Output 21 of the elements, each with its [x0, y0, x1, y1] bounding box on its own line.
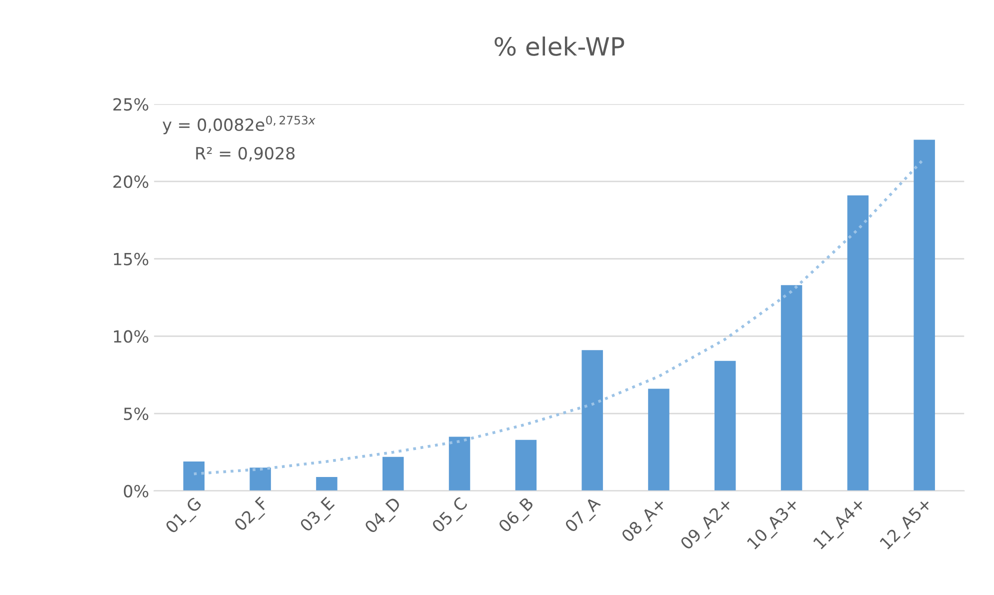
bar	[648, 388, 670, 491]
bar	[515, 440, 537, 491]
chart-title: % elek-WP	[494, 36, 624, 56]
bar	[780, 285, 802, 491]
bar	[382, 456, 404, 491]
bar	[714, 360, 736, 491]
y-tick-label: 15%	[114, 252, 148, 266]
bar	[250, 468, 271, 491]
bar	[847, 195, 869, 491]
annotation: R² = 0,9028	[196, 146, 295, 162]
bar	[183, 461, 205, 491]
bar	[914, 140, 935, 491]
annotation: y = 0,0082e$^{0,2753x}$	[162, 116, 316, 134]
bar	[582, 350, 603, 491]
y-tick-label: 5%	[124, 407, 148, 420]
y-tick-label: 20%	[113, 175, 148, 188]
bar	[316, 476, 338, 491]
y-tick-label: 25%	[113, 98, 148, 111]
y-tick-label: 0%	[124, 484, 148, 498]
y-tick-label: 10%	[114, 330, 148, 343]
bar	[448, 436, 470, 491]
